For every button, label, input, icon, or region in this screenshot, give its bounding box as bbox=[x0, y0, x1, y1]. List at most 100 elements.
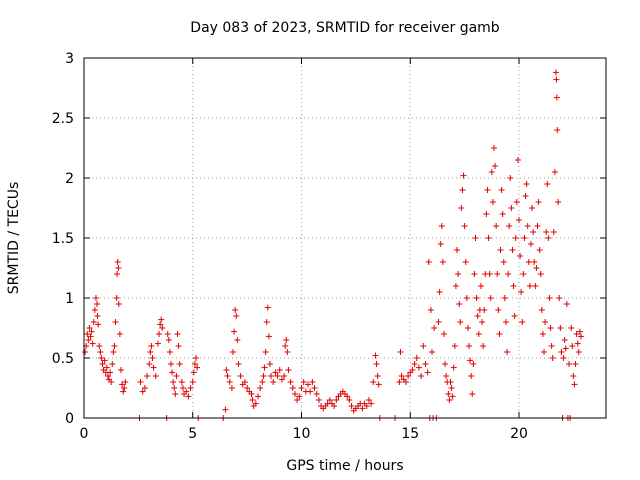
data-point bbox=[122, 379, 129, 385]
data-point bbox=[183, 388, 190, 395]
data-point bbox=[424, 369, 431, 376]
data-point bbox=[84, 331, 91, 337]
data-point bbox=[509, 247, 516, 253]
x-tick-label: 5 bbox=[188, 426, 197, 442]
data-point bbox=[88, 328, 95, 335]
data-point bbox=[285, 367, 292, 373]
data-point bbox=[469, 391, 476, 397]
data-point bbox=[460, 172, 467, 179]
data-point bbox=[244, 385, 251, 391]
data-point bbox=[522, 193, 529, 199]
data-point bbox=[552, 69, 559, 76]
data-point bbox=[194, 364, 201, 371]
data-point bbox=[114, 259, 121, 265]
data-point bbox=[278, 376, 285, 383]
data-point bbox=[448, 385, 455, 391]
data-point bbox=[300, 379, 307, 385]
data-point bbox=[94, 313, 101, 319]
data-point bbox=[228, 385, 235, 391]
data-point bbox=[524, 223, 531, 229]
data-point bbox=[560, 355, 567, 361]
data-point bbox=[489, 199, 496, 205]
data-point bbox=[439, 259, 446, 265]
data-point bbox=[501, 295, 508, 301]
data-point bbox=[149, 355, 156, 361]
data-point bbox=[443, 373, 450, 379]
data-point bbox=[121, 385, 128, 391]
data-point bbox=[346, 397, 353, 403]
data-point bbox=[512, 235, 519, 241]
data-point bbox=[266, 361, 273, 367]
data-point bbox=[348, 403, 355, 409]
data-point bbox=[468, 373, 475, 379]
data-point bbox=[170, 379, 177, 385]
data-point bbox=[281, 373, 288, 379]
data-point bbox=[190, 369, 197, 376]
data-point bbox=[107, 369, 114, 376]
data-point bbox=[545, 235, 552, 241]
data-point bbox=[463, 295, 470, 301]
data-point bbox=[296, 393, 303, 400]
data-point bbox=[104, 373, 111, 379]
data-point bbox=[111, 343, 118, 349]
data-point bbox=[411, 361, 418, 367]
y-tick-label: 0.5 bbox=[52, 351, 74, 367]
data-point bbox=[548, 343, 555, 349]
data-point bbox=[326, 397, 333, 403]
y-tick-label: 2 bbox=[65, 171, 74, 187]
data-point bbox=[500, 259, 507, 265]
data-point bbox=[176, 361, 183, 367]
data-point bbox=[480, 343, 487, 349]
data-point bbox=[168, 361, 174, 367]
data-point bbox=[479, 319, 486, 325]
data-point bbox=[413, 355, 420, 361]
data-point bbox=[260, 373, 267, 379]
data-point bbox=[174, 331, 181, 337]
data-point bbox=[363, 403, 370, 409]
data-point bbox=[498, 187, 505, 193]
data-point bbox=[490, 145, 497, 151]
data-point bbox=[438, 223, 445, 229]
data-point bbox=[420, 343, 427, 349]
data-point bbox=[449, 393, 456, 400]
data-point bbox=[517, 253, 524, 259]
data-point bbox=[457, 319, 464, 325]
data-point bbox=[525, 259, 532, 265]
data-point bbox=[561, 337, 568, 343]
data-point bbox=[226, 379, 233, 385]
data-point bbox=[520, 271, 527, 277]
data-point bbox=[298, 385, 305, 391]
points-layer bbox=[82, 69, 584, 421]
data-point bbox=[543, 229, 550, 235]
data-point bbox=[493, 223, 500, 229]
data-point bbox=[333, 397, 340, 403]
y-tick-label: 1 bbox=[65, 291, 74, 307]
data-point bbox=[223, 367, 230, 373]
data-point bbox=[437, 241, 444, 247]
data-point bbox=[144, 373, 151, 379]
grid-layer bbox=[84, 58, 606, 418]
data-point bbox=[241, 379, 248, 385]
data-point bbox=[98, 355, 105, 361]
ticks-layer: 0 5 10 15 20 0 0.5 1 1.5 2 2.5 3 bbox=[52, 51, 606, 442]
data-point bbox=[465, 343, 472, 349]
data-point bbox=[99, 361, 106, 367]
data-point bbox=[473, 295, 480, 301]
data-point bbox=[549, 355, 556, 361]
data-point bbox=[263, 319, 270, 325]
data-point bbox=[555, 199, 562, 205]
data-point bbox=[237, 373, 244, 379]
data-point bbox=[436, 289, 443, 295]
data-point bbox=[487, 295, 494, 301]
data-point bbox=[294, 397, 301, 403]
data-point bbox=[446, 397, 453, 403]
data-point bbox=[484, 187, 491, 193]
data-point bbox=[268, 373, 275, 379]
data-point bbox=[224, 373, 231, 379]
data-point bbox=[272, 369, 279, 376]
data-point bbox=[536, 247, 543, 253]
data-point bbox=[529, 205, 536, 211]
data-point bbox=[470, 361, 477, 367]
data-point bbox=[519, 319, 526, 325]
data-point bbox=[427, 307, 434, 313]
